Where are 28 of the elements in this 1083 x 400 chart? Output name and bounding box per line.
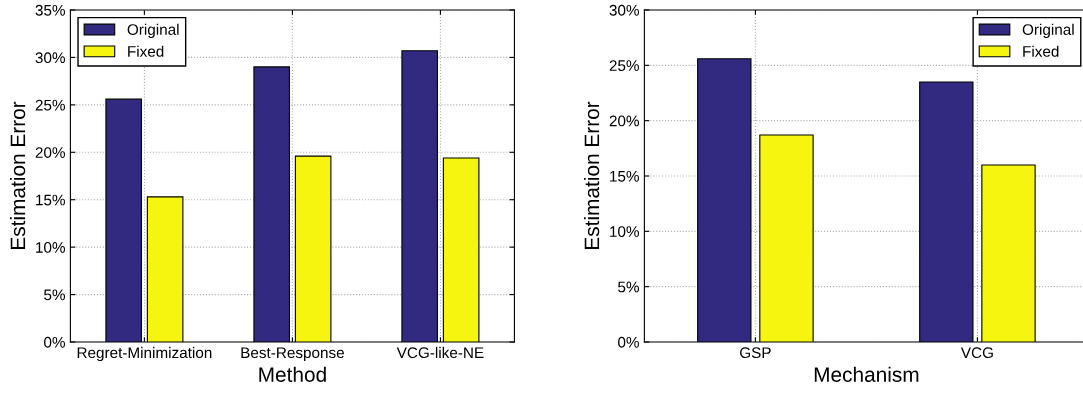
x-axis-title: Mechanism: [814, 366, 919, 382]
legend-label: Fixed: [1023, 45, 1059, 57]
y-tick-label: 30%: [35, 52, 65, 64]
y-tick-label: 10%: [610, 226, 639, 238]
y-tick-label: 0%: [44, 336, 65, 348]
x-axis-title: Method: [259, 366, 326, 382]
y-tick-label: 5%: [44, 289, 65, 301]
x-tick-label: VCG-like-NE: [396, 346, 484, 359]
y-tick-label: 25%: [609, 60, 639, 72]
y-tick-label: 20%: [35, 147, 65, 158]
legend-label: Original: [127, 23, 179, 38]
y-tick-label: 20%: [609, 115, 639, 127]
x-tick-label: VCG: [960, 347, 993, 359]
legend-label: Fixed: [128, 45, 164, 57]
y-axis-title: Estimation Error: [583, 101, 600, 249]
y-axis-title: Estimation Error: [9, 101, 26, 249]
y-tick-label: 0%: [618, 336, 639, 348]
y-tick-label: 15%: [610, 170, 639, 182]
y-tick-label: 15%: [36, 194, 65, 206]
x-tick-label: Regret-Minimization: [77, 346, 212, 362]
legend-label: Original: [1022, 23, 1074, 38]
x-tick-label: Best-Response: [241, 347, 344, 362]
y-tick-label: 10%: [36, 242, 65, 253]
y-tick-label: 25%: [35, 99, 65, 111]
y-tick-label: 35%: [35, 4, 65, 16]
x-tick-label: GSP: [740, 347, 771, 359]
y-tick-label: 30%: [609, 4, 639, 16]
y-tick-label: 5%: [618, 281, 639, 293]
